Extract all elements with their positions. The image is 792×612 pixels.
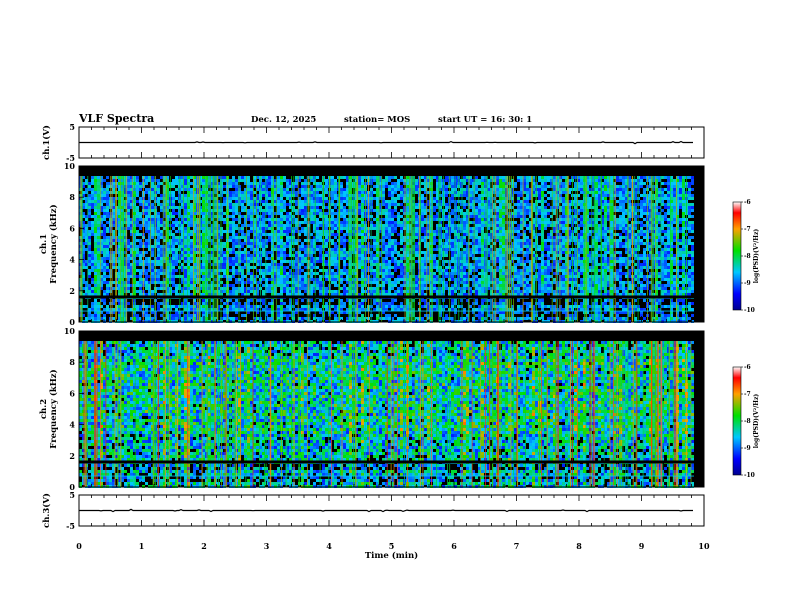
colorbar-label: log(PSD)(V²/Hz) [753,229,760,284]
x-tick-label: 7 [514,541,520,551]
x-tick-label: 1 [139,541,145,551]
y-tick-label: 5 [69,490,75,500]
y-tick-label: 2 [69,286,75,296]
y-tick-label: 6 [69,388,75,398]
colorbar [732,201,742,311]
panel-ylabel-channel: ch.2 [39,399,49,419]
colorbar-tick-label: -6 [744,364,751,371]
x-tick-label: 2 [201,541,207,551]
y-tick-label: 2 [69,451,75,461]
panel-ylabel: ch.3(V) [41,493,52,528]
y-tick-label: 8 [69,192,75,202]
colorbar-tick-label: -8 [744,418,751,425]
x-tick-label: 3 [264,541,270,551]
colorbar [732,366,742,476]
dark-band [79,295,694,299]
colorbar-tick-label: -9 [744,280,751,287]
colorbar-tick-label: -9 [744,445,751,452]
y-tick-label: 4 [69,255,75,265]
colorbar-label: log(PSD)(V²/Hz) [753,394,760,449]
y-tick-label: 6 [69,223,75,233]
x-tick-label: 4 [326,541,332,551]
spectrogram-image [79,331,704,488]
voltage-trace [79,140,693,145]
y-tick-label: 8 [69,357,75,367]
x-axis-label: Time (min) [365,550,418,561]
x-tick-label: 5 [389,541,395,551]
colorbar-tick-label: -8 [744,253,751,260]
colorbar-tick-label: -10 [744,472,755,479]
x-tick-label: 6 [451,541,457,551]
y-tick-label: 0 [69,482,75,492]
colorbar-tick-label: -10 [744,307,755,314]
y-tick-label: 10 [64,161,76,171]
colorbar-tick-label: -7 [744,226,751,233]
x-tick-label: 10 [698,541,710,551]
date-label: Dec. 12, 2025 [251,115,317,125]
station-label: station= MOS [344,115,411,125]
dark-band [79,460,694,464]
chart-title: VLF Spectra [79,112,155,125]
voltage-trace [79,508,693,513]
y-tick-label: 4 [69,420,75,430]
colorbar-tick-label: -6 [744,199,751,206]
panel-ylabel-frequency: Frequency (kHz) [48,369,59,448]
colorbar-tick-label: -7 [744,391,751,398]
x-tick-label: 9 [639,541,645,551]
x-tick-label: 0 [76,541,82,551]
spectrogram-image [79,166,704,323]
panel-ylabel-channel: ch.1 [39,234,49,254]
panel-ylabel: ch.1(V) [41,125,52,160]
y-tick-label: -5 [66,521,75,531]
panel-ylabel-frequency: Frequency (kHz) [48,204,59,283]
x-tick-label: 8 [576,541,582,551]
y-tick-label: -5 [66,153,75,163]
y-tick-label: 0 [69,317,75,327]
y-tick-label: 5 [69,122,75,132]
y-tick-label: 10 [64,326,76,336]
start-time-label: start UT = 16: 30: 1 [438,115,533,125]
